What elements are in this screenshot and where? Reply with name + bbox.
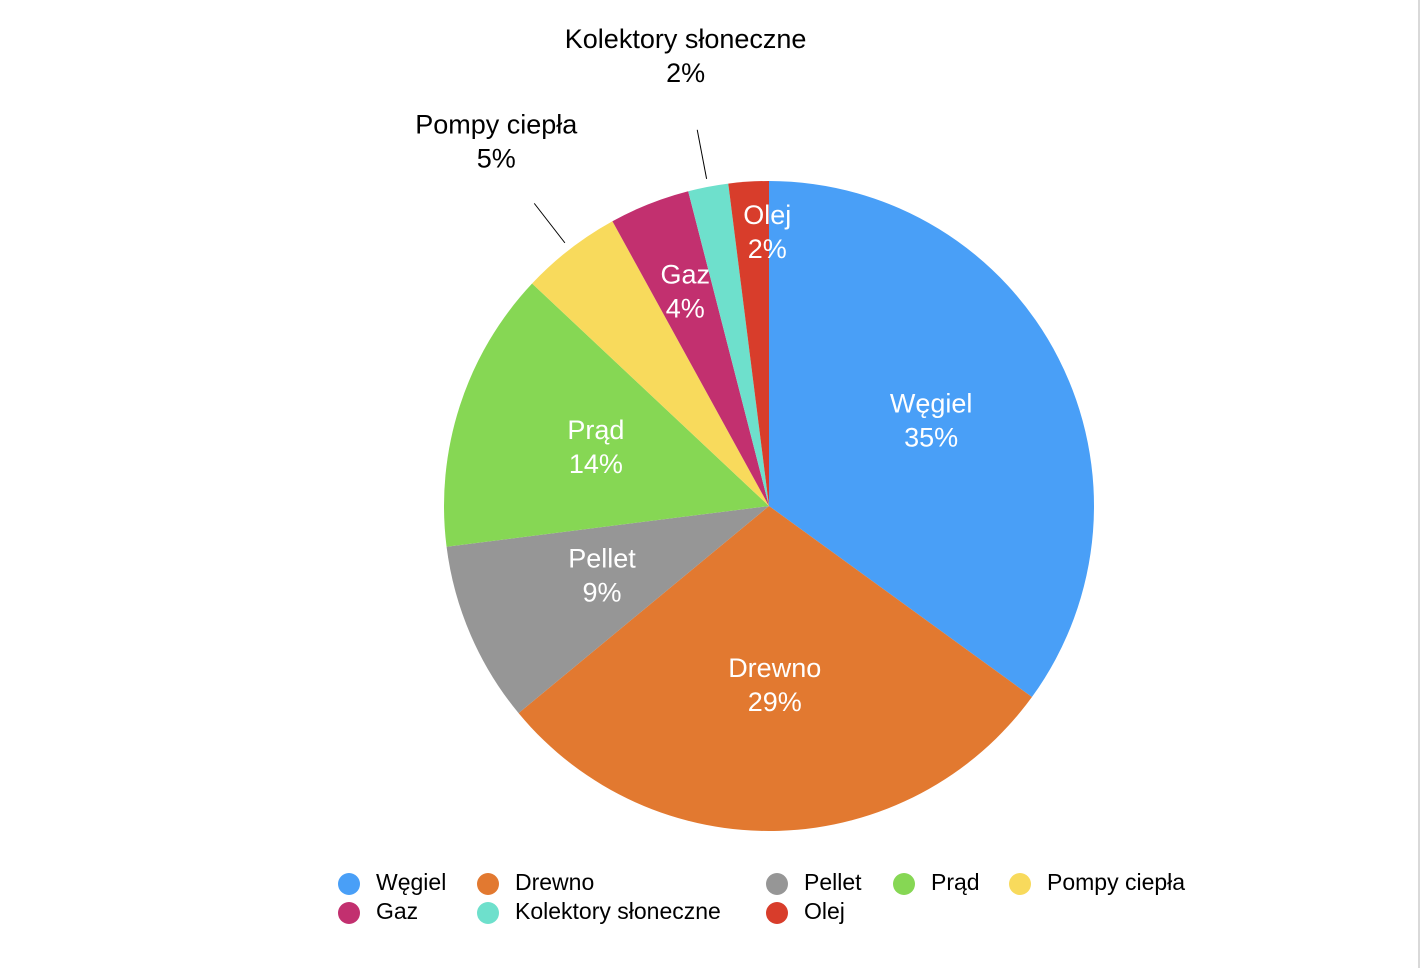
slice-name-prad: Prąd <box>567 415 624 445</box>
legend-swatch-pellet <box>766 873 788 895</box>
legend-label-prad: Prąd <box>931 869 980 895</box>
legend-swatch-prad <box>893 873 915 895</box>
slice-pompy-ciepla <box>532 221 769 507</box>
slice-value-olej: 2% <box>748 234 787 264</box>
legend-swatch-olej <box>766 902 788 924</box>
slice-name-wegiel: Węgiel <box>890 388 973 418</box>
slice-value-pellet: 9% <box>582 577 621 607</box>
legend-item-kolektory-sloneczne: Kolektory słoneczne <box>477 898 721 924</box>
legend-swatch-gaz <box>338 902 360 924</box>
slice-labels: Węgiel 35% Drewno 29% Pellet 9% Prąd 14% Pompy c… <box>415 24 972 717</box>
slice-kolektory-sloneczne <box>688 183 769 506</box>
legend-item-prad: Prąd <box>893 869 980 895</box>
legend-swatch-pompy-ciepla <box>1009 873 1031 895</box>
legend-label-gaz: Gaz <box>376 898 418 924</box>
right-edge-divider <box>1418 0 1420 968</box>
pie-slices <box>444 181 1094 832</box>
legend-label-olej: Olej <box>804 898 845 924</box>
slice-olej <box>728 181 769 506</box>
slice-pellet <box>446 506 769 714</box>
legend-label-drewno: Drewno <box>515 869 594 895</box>
legend-swatch-kolektory-sloneczne <box>477 902 499 924</box>
slice-name-gaz: Gaz <box>660 260 710 290</box>
slice-name-olej: Olej <box>743 200 791 230</box>
legend-item-olej: Olej <box>766 898 845 924</box>
leader-lines <box>533 129 708 244</box>
legend-item-gaz: Gaz <box>338 898 418 924</box>
slice-name-kolektory-sloneczne: Kolektory słoneczne <box>565 24 807 54</box>
legend-label-pompy-ciepla: Pompy ciepła <box>1047 869 1185 895</box>
slice-value-pompy-ciepla: 5% <box>477 144 516 174</box>
legend-item-wegiel: Węgiel <box>338 869 446 895</box>
legend-label-pellet: Pellet <box>804 869 862 895</box>
slice-name-pompy-ciepla: Pompy ciepła <box>415 110 578 140</box>
legend-item-pellet: Pellet <box>766 869 862 895</box>
slice-name-drewno: Drewno <box>728 653 821 683</box>
slice-drewno <box>518 506 1032 832</box>
legend-item-drewno: Drewno <box>477 869 594 895</box>
slice-name-pellet: Pellet <box>568 543 636 573</box>
slice-value-gaz: 4% <box>666 294 705 324</box>
legend-swatch-drewno <box>477 873 499 895</box>
slice-value-prad: 14% <box>569 449 623 479</box>
slice-value-wegiel: 35% <box>904 422 958 452</box>
legend-label-kolektory-sloneczne: Kolektory słoneczne <box>515 898 721 924</box>
slice-wegiel <box>769 181 1094 698</box>
legend-swatch-wegiel <box>338 873 360 895</box>
slice-prad <box>444 283 769 547</box>
slice-gaz <box>612 191 769 506</box>
legend-label-wegiel: Węgiel <box>376 869 446 895</box>
legend-item-pompy-ciepla: Pompy ciepła <box>1009 869 1185 895</box>
legend: Węgiel Drewno Pellet Prąd Pompy ciepła Gaz Kol… <box>338 869 1185 924</box>
leader-line-kolektory-sloneczne <box>696 129 708 179</box>
slice-value-drewno: 29% <box>748 687 802 717</box>
slice-value-kolektory-sloneczne: 2% <box>666 58 705 88</box>
leader-line-pompy-ciepla <box>533 203 566 244</box>
